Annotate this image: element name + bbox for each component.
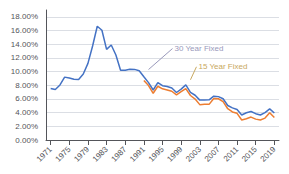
svg-text:2003: 2003	[184, 144, 203, 163]
svg-text:0.00%: 0.00%	[15, 136, 38, 145]
svg-text:15 Year Fixed: 15 Year Fixed	[198, 62, 247, 71]
svg-text:2011: 2011	[222, 144, 241, 163]
svg-text:6.00%: 6.00%	[15, 94, 38, 103]
svg-text:1991: 1991	[128, 144, 147, 163]
svg-text:1971: 1971	[35, 144, 54, 163]
svg-text:30 Year Fixed: 30 Year Fixed	[175, 44, 224, 53]
svg-text:2007: 2007	[203, 144, 222, 163]
svg-text:18.00%: 18.00%	[11, 12, 38, 21]
svg-text:2019: 2019	[259, 144, 278, 163]
svg-text:8.00%: 8.00%	[15, 81, 38, 90]
svg-text:1999: 1999	[165, 144, 184, 163]
svg-text:12.00%: 12.00%	[11, 53, 38, 62]
svg-text:1995: 1995	[147, 144, 166, 163]
svg-text:14.00%: 14.00%	[11, 40, 38, 49]
svg-text:4.00%: 4.00%	[15, 108, 38, 117]
svg-text:1979: 1979	[72, 144, 91, 163]
svg-text:16.00%: 16.00%	[11, 26, 38, 35]
svg-text:10.00%: 10.00%	[11, 67, 38, 76]
svg-text:2.00%: 2.00%	[15, 122, 38, 131]
svg-text:1987: 1987	[109, 144, 128, 163]
svg-text:1975: 1975	[54, 144, 73, 163]
svg-text:2015: 2015	[240, 144, 259, 163]
svg-text:1983: 1983	[91, 144, 110, 163]
